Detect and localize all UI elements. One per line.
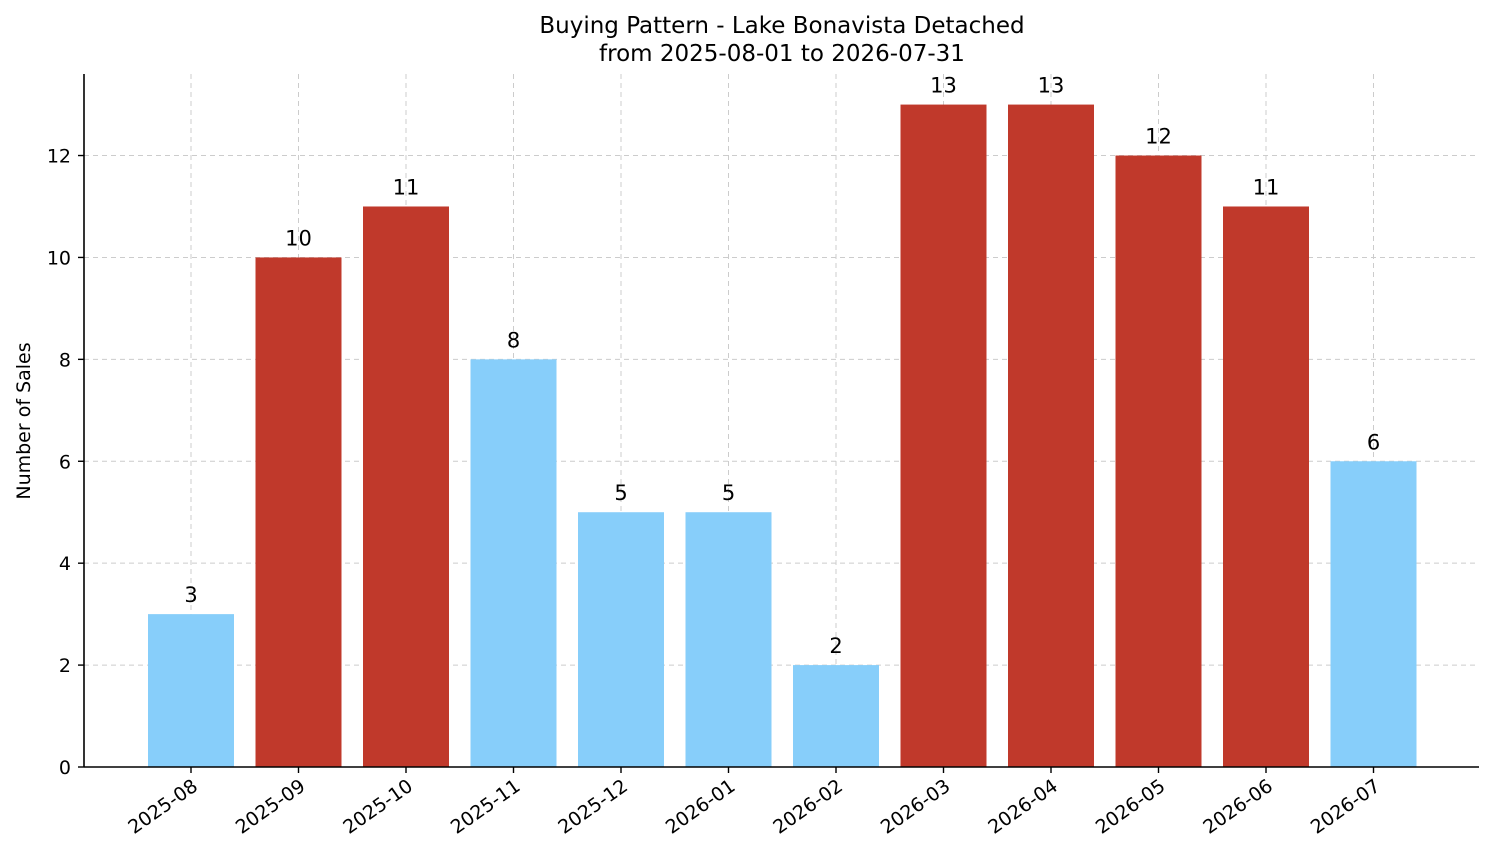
y-axis-label: Number of Sales	[13, 342, 35, 499]
x-tick-label: 2025-12	[554, 775, 632, 839]
chart-title: Buying Pattern - Lake Bonavista Detached	[539, 13, 1024, 39]
x-tick-label: 2026-02	[769, 775, 847, 839]
x-tick-label: 2026-03	[877, 775, 955, 839]
bar-2026-07	[1330, 461, 1417, 767]
x-tick-label: 2026-06	[1199, 775, 1277, 839]
x-tick-label: 2025-08	[124, 775, 202, 839]
bars-layer	[148, 104, 1417, 767]
bar-2025-12	[578, 512, 664, 767]
axes-layer	[83, 74, 1479, 768]
bar-2025-08	[148, 614, 234, 767]
x-tick-label: 2026-04	[984, 775, 1062, 839]
x-tick-label: 2026-01	[662, 775, 740, 839]
bar-value-label: 13	[930, 74, 957, 98]
y-tick-label: 0	[59, 757, 71, 779]
y-tick-label: 2	[59, 655, 71, 677]
y-tick-label: 12	[47, 146, 71, 168]
bar-2026-02	[793, 665, 879, 767]
y-tick-label: 4	[59, 553, 71, 575]
bar-2026-04	[1008, 104, 1094, 767]
bar-value-label: 10	[285, 226, 312, 250]
y-tick-label: 6	[59, 451, 71, 473]
bar-2025-11	[470, 359, 557, 767]
y-tick-label: 8	[59, 349, 71, 371]
y-ticks-layer: 0 2 4 6 8 10 12	[47, 146, 84, 779]
bar-2026-01	[685, 512, 772, 767]
bar-2026-05	[1115, 155, 1202, 767]
bar-value-label: 3	[184, 583, 197, 607]
bar-2025-10	[363, 206, 449, 767]
x-tick-label: 2025-09	[232, 775, 310, 839]
bar-value-label: 5	[614, 481, 627, 505]
bar-value-label: 12	[1145, 125, 1172, 149]
bar-value-label: 5	[722, 481, 735, 505]
bar-value-label: 13	[1038, 74, 1065, 98]
bar-value-label: 2	[829, 634, 842, 658]
y-tick-label: 10	[47, 247, 71, 269]
bar-value-label: 11	[393, 175, 420, 199]
value-labels-layer: 3 10 11 8 5 5 2 13 13 12 11 6	[184, 74, 1380, 659]
bar-2026-03	[900, 104, 987, 767]
bar-value-label: 11	[1253, 175, 1280, 199]
x-ticks-layer: 2025-08 2025-09 2025-10 2025-11 2025-12 2026-…	[124, 767, 1384, 839]
bar-2026-06	[1223, 206, 1309, 767]
chart-subtitle: from 2025-08-01 to 2026-07-31	[599, 41, 965, 67]
x-tick-label: 2025-11	[447, 775, 525, 839]
x-tick-label: 2025-10	[339, 775, 417, 839]
x-tick-label: 2026-07	[1307, 775, 1385, 839]
x-tick-label: 2026-05	[1092, 775, 1170, 839]
bar-value-label: 6	[1367, 430, 1380, 454]
bar-2025-09	[255, 257, 342, 767]
bar-value-label: 8	[507, 328, 520, 352]
